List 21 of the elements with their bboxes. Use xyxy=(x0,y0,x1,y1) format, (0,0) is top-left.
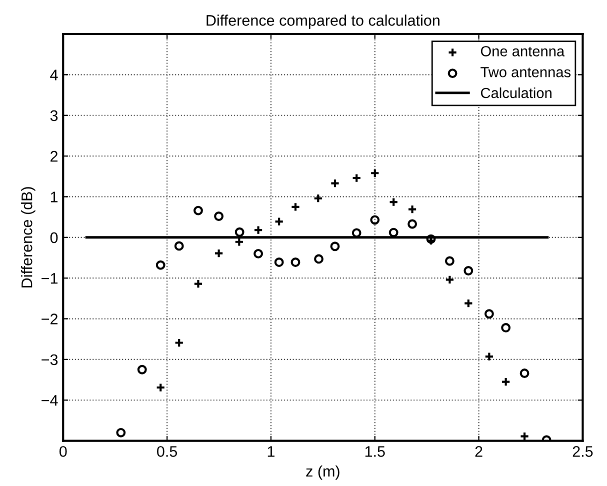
y-tick-label: −1 xyxy=(42,273,58,284)
y-tick-label: −4 xyxy=(42,395,58,406)
legend-label: Two antennas xyxy=(480,67,571,78)
x-tick-label: 0.5 xyxy=(157,446,178,457)
y-tick-label: 3 xyxy=(50,110,58,122)
y-tick-label: 0 xyxy=(50,232,58,244)
x-tick-label: 2.5 xyxy=(572,446,593,457)
x-tick-label: 2 xyxy=(475,446,482,457)
legend-label: Calculation xyxy=(480,87,552,98)
x-tick-label: 1.5 xyxy=(365,446,385,457)
y-axis-title: Difference (dB) xyxy=(21,187,36,288)
x-tick-label: 1 xyxy=(268,446,274,457)
y-tick-label: 2 xyxy=(50,150,58,162)
x-tick-label: 0 xyxy=(59,446,67,457)
chart-title: Difference compared to calculation xyxy=(206,14,440,29)
y-tick-label: 1 xyxy=(50,192,58,202)
x-axis-title: z (m) xyxy=(306,465,340,480)
y-tick-label: −3 xyxy=(42,354,58,366)
y-tick-label: 4 xyxy=(50,70,58,80)
y-tick-label: −2 xyxy=(42,314,58,324)
legend-label: One antenna xyxy=(480,46,565,56)
